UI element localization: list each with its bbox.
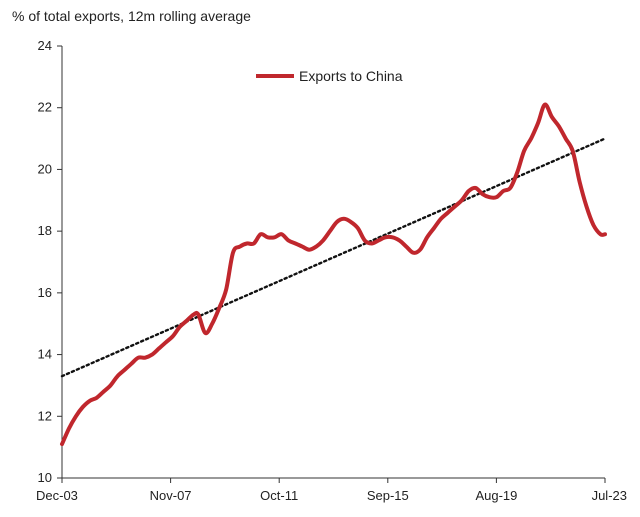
y-tick-label: 12 [38, 408, 52, 423]
axes: 10 12 14 16 18 20 22 24 Dec-03 Nov-07 Oct-11 Sep-15… [36, 38, 627, 503]
legend-label: Exports to China [299, 68, 403, 84]
x-tick-label: Dec-03 [36, 488, 78, 503]
y-tick-label: 14 [38, 347, 52, 362]
y-tick-label: 24 [38, 38, 52, 53]
trend-line [60, 137, 607, 378]
x-tick-label: Oct-11 [260, 488, 298, 503]
trend-line-layer [60, 137, 607, 378]
y-tick-label: 22 [38, 100, 52, 115]
legend: Exports to China [256, 68, 403, 84]
y-tick-label: 16 [38, 285, 52, 300]
x-tick-label: Aug-19 [475, 488, 517, 503]
y-axis-label: % of total exports, 12m rolling average [12, 8, 251, 24]
x-tick-label: Sep-15 [367, 488, 409, 503]
series-line-exports-to-china [60, 102, 607, 447]
x-tick-label: Nov-07 [150, 488, 192, 503]
x-tick-label: Jul-23 [592, 488, 627, 503]
series-layer [60, 102, 607, 447]
y-tick-label: 18 [38, 223, 52, 238]
y-tick-label: 10 [38, 470, 52, 485]
y-tick-label: 20 [38, 161, 52, 176]
